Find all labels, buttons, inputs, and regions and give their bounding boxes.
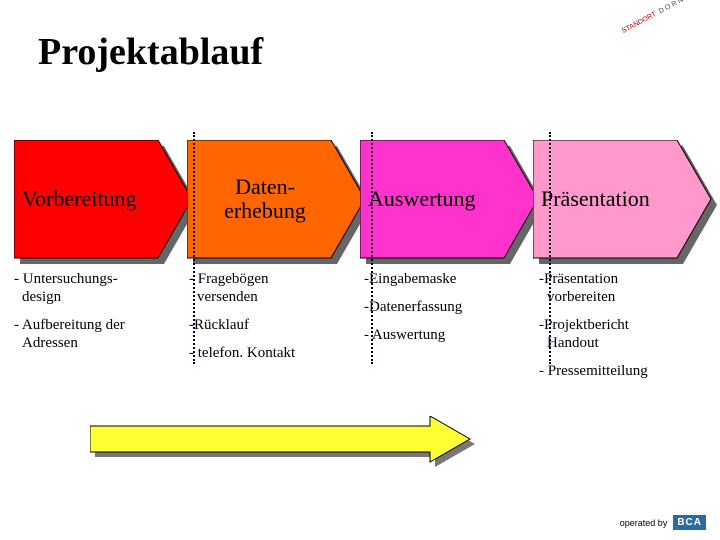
phase-label: Auswertung xyxy=(368,140,508,258)
bullet-item: - Auswertung xyxy=(364,326,529,344)
column-divider xyxy=(371,132,373,364)
bullet-item: - Pressemitteilung xyxy=(539,362,704,380)
phase-bullets-row: - Untersuchungs- design - Aufbereitung de… xyxy=(14,270,714,390)
page-title: Projektablauf xyxy=(38,30,263,74)
column-divider xyxy=(549,132,551,364)
phase-label: Präsentation xyxy=(541,140,681,258)
footer-badge: BCA xyxy=(673,515,706,530)
phase-bullet-column: -Eingabemaske -Datenerfassung - Auswertung xyxy=(364,270,539,390)
column-divider xyxy=(193,132,195,364)
phase-label: Vorbereitung xyxy=(22,140,162,258)
logo-prefix: STANDORT xyxy=(621,11,658,35)
phase-bullet-column: - Untersuchungs- design - Aufbereitung de… xyxy=(14,270,189,390)
slide: STANDORT DORNBIRN Projektablauf Vorberei… xyxy=(0,0,720,540)
footer: operated by BCA xyxy=(620,515,706,530)
phase-bullet-column: - Fragebögen versenden -Rücklauf - telefon… xyxy=(189,270,364,390)
footer-text: operated by xyxy=(620,518,668,528)
bullet-item: -Eingabemaske xyxy=(364,270,529,288)
phase-arrow: Präsentation xyxy=(533,140,706,258)
logo-text: DORNBIRN xyxy=(658,0,708,15)
bullet-item: - Fragebögen versenden xyxy=(189,270,354,306)
bullet-item: - Untersuchungs- design xyxy=(14,270,179,306)
bullet-item: -Datenerfassung xyxy=(364,298,529,316)
phase-label: Daten- erhebung xyxy=(195,140,335,258)
timeline-arrow xyxy=(90,416,475,472)
phase-arrow: Vorbereitung xyxy=(14,140,187,258)
phase-arrow: Daten- erhebung xyxy=(187,140,360,258)
bullet-item: - Aufbereitung der Adressen xyxy=(14,316,179,352)
phase-bullet-column: -Präsentation vorbereiten -Projektbericht… xyxy=(539,270,714,390)
bullet-item: -Präsentation vorbereiten xyxy=(539,270,704,306)
phase-arrow: Auswertung xyxy=(360,140,533,258)
bullet-item: - telefon. Kontakt xyxy=(189,344,354,362)
phase-arrow-row: Vorbereitung Daten- erhebung Auswertung … xyxy=(14,140,706,260)
top-right-logo: STANDORT DORNBIRN xyxy=(621,0,708,35)
bullet-item: -Rücklauf xyxy=(189,316,354,334)
bullet-item: -Projektbericht Handout xyxy=(539,316,704,352)
